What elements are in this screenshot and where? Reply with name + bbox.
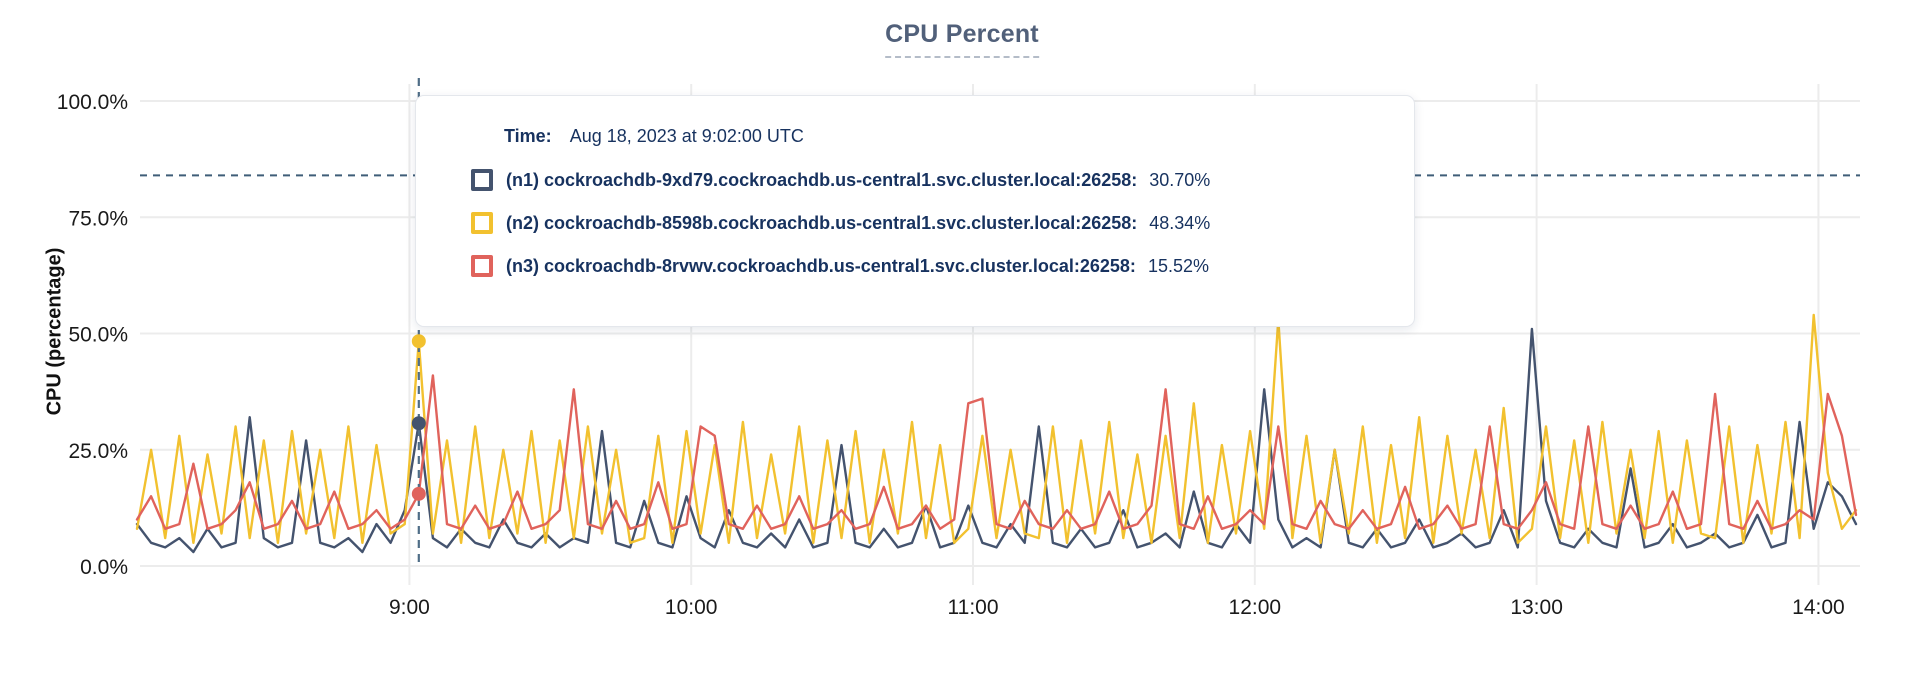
series-n3-name: (n3) cockroachdb-8rvwv.cockroachdb.us-ce… — [506, 255, 1136, 276]
series-n3-value: 15.52% — [1147, 255, 1209, 276]
y-tick-label: 100.0% — [57, 91, 128, 114]
y-tick-label: 25.0% — [68, 440, 128, 463]
x-tick-label: 10:00 — [665, 596, 718, 619]
tooltip-series-row: (n2) cockroachdb-8598b.cockroachdb.us-ce… — [471, 212, 1384, 234]
series-n3-swatch-icon — [471, 255, 493, 277]
series-n1-name: (n1) cockroachdb-9xd79.cockroachdb.us-ce… — [506, 169, 1138, 190]
y-tick-label: 50.0% — [68, 324, 128, 347]
tooltip-series-row: (n3) cockroachdb-8rvwv.cockroachdb.us-ce… — [471, 255, 1384, 277]
x-tick-label: 13:00 — [1510, 596, 1563, 619]
x-tick-label: 12:00 — [1229, 596, 1282, 619]
series-line-n2 — [135, 313, 1858, 544]
series-line-n3 — [135, 374, 1858, 530]
series-n1-value: 30.70% — [1149, 169, 1211, 190]
chart-tooltip: Time: Aug 18, 2023 at 9:02:00 UTC (n1) c… — [415, 95, 1415, 327]
series-n1-swatch-icon — [471, 169, 493, 191]
series-n2-name: (n2) cockroachdb-8598b.cockroachdb.us-ce… — [506, 212, 1138, 233]
chart-title: CPU Percent — [885, 20, 1039, 58]
series-n2-swatch-icon — [471, 212, 493, 234]
tooltip-time-label: Time: — [504, 126, 552, 146]
x-tick-label: 11:00 — [948, 596, 999, 619]
y-tick-label: 75.0% — [68, 207, 128, 230]
x-tick-label: 14:00 — [1792, 596, 1845, 619]
hover-marker-n2 — [411, 334, 426, 349]
x-tick-label: 9:00 — [389, 596, 430, 619]
tooltip-time-value: Aug 18, 2023 at 9:02:00 UTC — [569, 126, 804, 146]
hover-marker-n3 — [411, 486, 426, 501]
hover-marker-n1 — [411, 416, 426, 431]
tooltip-time-row: Time: Aug 18, 2023 at 9:02:00 UTC — [504, 126, 1384, 147]
y-tick-label: 0.0% — [80, 556, 128, 579]
tooltip-series-row: (n1) cockroachdb-9xd79.cockroachdb.us-ce… — [471, 169, 1384, 191]
series-n2-value: 48.34% — [1149, 212, 1211, 233]
